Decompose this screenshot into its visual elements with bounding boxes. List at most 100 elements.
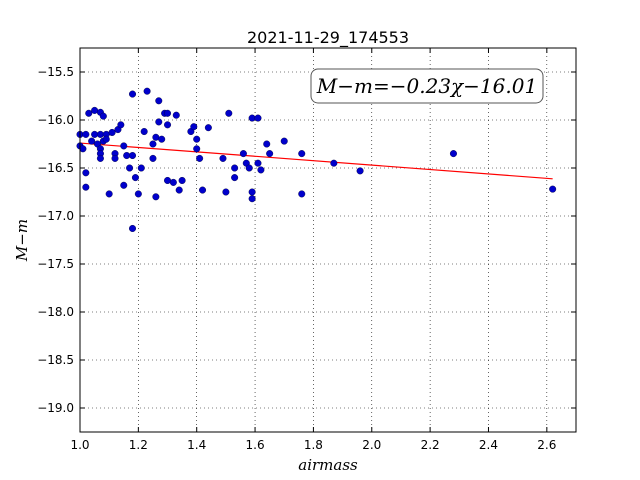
data-point: [82, 130, 90, 138]
data-point: [263, 140, 271, 148]
data-point: [178, 176, 186, 184]
data-point: [123, 152, 131, 160]
data-point: [131, 174, 139, 182]
data-point: [239, 150, 247, 158]
data-point: [330, 159, 338, 167]
data-point: [155, 97, 163, 105]
y-tick-label: −17.0: [37, 209, 74, 223]
data-point: [99, 112, 107, 120]
data-point: [199, 186, 207, 194]
data-point: [143, 87, 151, 95]
data-point: [190, 123, 198, 131]
fit-annotation: M−m=−0.23χ−16.01: [310, 68, 544, 104]
data-point: [549, 185, 557, 193]
data-point: [231, 164, 239, 172]
data-point: [96, 154, 104, 162]
data-point: [149, 154, 157, 162]
data-point: [257, 166, 265, 174]
data-point: [169, 178, 177, 186]
data-point: [88, 137, 96, 145]
annotation-text: M−m=−0.23χ−16.01: [316, 74, 537, 98]
data-point: [164, 109, 172, 117]
x-axis-label: airmass: [298, 456, 358, 474]
y-tick-label: −16.5: [37, 161, 74, 175]
data-point: [248, 188, 256, 196]
fit-line: [79, 142, 553, 180]
data-point: [172, 111, 180, 119]
data-point: [164, 176, 172, 184]
y-tick-label: −19.0: [37, 401, 74, 415]
data-point: [129, 90, 137, 98]
plot-frame: [79, 47, 577, 433]
x-tick-label: 1.6: [246, 438, 265, 452]
y-tick-label: −15.5: [37, 65, 74, 79]
data-point: [266, 150, 274, 158]
x-tick-label: 2.0: [362, 438, 381, 452]
data-point: [120, 181, 128, 189]
data-point: [222, 188, 230, 196]
data-point: [85, 109, 93, 117]
data-point: [91, 130, 99, 138]
data-point: [298, 150, 306, 158]
data-point: [117, 121, 125, 129]
data-point: [196, 154, 204, 162]
data-point: [254, 159, 262, 167]
data-point: [149, 140, 157, 148]
data-point: [152, 193, 160, 201]
data-point: [82, 183, 90, 191]
data-point: [91, 106, 99, 114]
data-point: [126, 164, 134, 172]
data-point: [245, 164, 253, 172]
x-tick-label: 2.2: [421, 438, 440, 452]
y-axis-label: M−m: [13, 219, 31, 262]
data-point: [356, 167, 364, 175]
data-point: [280, 137, 288, 145]
x-tick-label: 1.2: [129, 438, 148, 452]
data-point: [158, 135, 166, 143]
data-point: [140, 128, 148, 136]
data-point: [193, 135, 201, 143]
data-point: [231, 174, 239, 182]
annotation-box: [310, 68, 544, 104]
data-point: [248, 114, 256, 122]
data-point: [204, 124, 212, 132]
data-point: [102, 135, 110, 143]
x-tick-label: 2.4: [479, 438, 498, 452]
data-point: [155, 118, 163, 126]
data-point: [120, 142, 128, 150]
y-tick-label: −18.5: [37, 353, 74, 367]
data-point: [129, 152, 137, 160]
data-point: [298, 190, 306, 198]
data-point: [96, 130, 104, 138]
data-point: [137, 164, 145, 172]
data-point: [134, 190, 142, 198]
x-tick-label: 1.4: [187, 438, 206, 452]
y-tick-label: −18.0: [37, 305, 74, 319]
data-point: [254, 114, 262, 122]
data-point: [225, 109, 233, 117]
fit-line-group: [79, 142, 553, 180]
data-point: [129, 224, 137, 232]
data-point: [105, 190, 113, 198]
data-point: [79, 145, 87, 153]
axis-ticks: 1.0 1.2 1.4 1.6 1.8 2.0 2.2 2.4 2.6 −15.5 −16.0 −16…: [37, 48, 576, 452]
data-point: [108, 128, 116, 136]
data-point: [219, 154, 227, 162]
x-tick-label: 1.8: [304, 438, 323, 452]
data-point: [193, 145, 201, 153]
data-point: [82, 169, 90, 177]
data-point: [449, 150, 457, 158]
data-point: [175, 186, 183, 194]
data-point: [248, 195, 256, 203]
plot-area: [80, 48, 576, 432]
chart-title: 2021-11-29_174553: [247, 28, 409, 48]
data-points: [76, 87, 557, 232]
x-tick-label: 1.0: [70, 438, 89, 452]
data-point: [152, 133, 160, 141]
data-point: [111, 154, 119, 162]
x-tick-label: 2.6: [537, 438, 556, 452]
y-tick-label: −16.0: [37, 113, 74, 127]
y-tick-label: −17.5: [37, 257, 74, 271]
data-point: [164, 121, 172, 129]
